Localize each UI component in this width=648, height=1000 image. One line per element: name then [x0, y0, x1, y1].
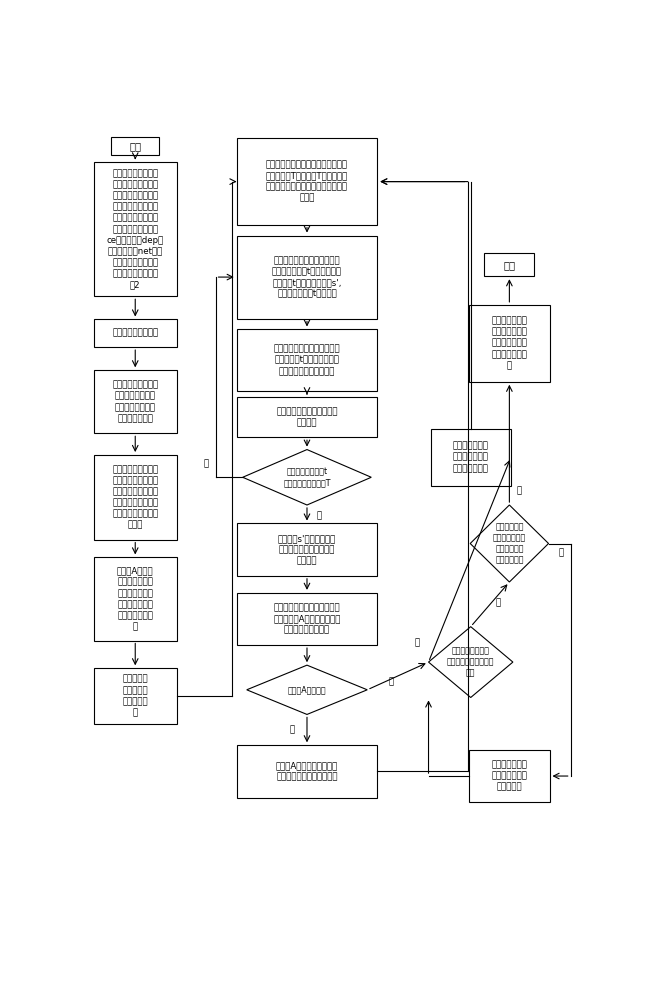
Text: 将新状态s'加入状态空间
树中，作为当前状态节点
的子节点: 将新状态s'加入状态空间 树中，作为当前状态节点 的子节点	[278, 534, 336, 565]
FancyBboxPatch shape	[469, 750, 550, 802]
FancyBboxPatch shape	[237, 593, 377, 645]
Text: 构建状态自动机模型: 构建状态自动机模型	[112, 329, 158, 338]
Text: 是: 是	[317, 511, 322, 520]
FancyBboxPatch shape	[237, 235, 377, 319]
Text: 否: 否	[559, 548, 564, 557]
Text: 列出控制器局域网协
议中的状态及状态间
的转移条件，并根据
其的特点定义出该协
议中局部转移间的关
系，包括可达性关系
ce、依赖关系dep和
必要转移关系ne: 列出控制器局域网协 议中的状态及状态间 的转移条件，并根据 其的特点定义出该协 …	[107, 169, 164, 289]
FancyBboxPatch shape	[94, 557, 177, 641]
FancyBboxPatch shape	[94, 319, 177, 347]
FancyBboxPatch shape	[94, 162, 177, 296]
Text: 否: 否	[496, 598, 501, 607]
FancyBboxPatch shape	[430, 429, 511, 486]
Text: 将未曾在状态空间树中出现的
状态压入栈A，将已经出现过
的状态标记为已访问: 将未曾在状态空间树中出现的 状态压入栈A，将已经出现过 的状态标记为已访问	[273, 603, 341, 635]
Text: 以当前状态节点
的父节点作为当
前状态节点: 以当前状态节点 的父节点作为当 前状态节点	[491, 760, 527, 792]
FancyBboxPatch shape	[94, 668, 177, 724]
Polygon shape	[243, 450, 371, 505]
Text: 以一个未被访问
的兄弟节点的状
态作为当前状态: 以一个未被访问 的兄弟节点的状 态作为当前状态	[453, 442, 489, 473]
FancyBboxPatch shape	[237, 523, 377, 576]
FancyBboxPatch shape	[469, 305, 550, 382]
Text: 否: 否	[290, 725, 294, 734]
Text: 是: 是	[415, 638, 420, 647]
FancyBboxPatch shape	[237, 329, 377, 391]
Text: 判断栈A是否为空: 判断栈A是否为空	[288, 685, 327, 694]
Text: 判断当前状态
节点的父节点或
当前状态节点
是否是根节点: 判断当前状态 节点的父节点或 当前状态节点 是否是根节点	[492, 522, 526, 565]
Polygon shape	[470, 505, 549, 582]
Text: 判断当前状态节点
是否有未被访问的兄弟
节点: 判断当前状态节点 是否有未被访问的兄弟 节点	[447, 646, 494, 678]
Polygon shape	[428, 627, 513, 698]
FancyBboxPatch shape	[111, 137, 159, 155]
Polygon shape	[247, 665, 367, 714]
Text: 用深度优先搜索
算法遍历状态空
间树，判断是否
符合待验证的性
质: 用深度优先搜索 算法遍历状态空 间树，判断是否 符合待验证的性 质	[491, 317, 527, 370]
FancyBboxPatch shape	[237, 745, 377, 798]
Text: 否: 否	[204, 459, 209, 468]
Text: 依据前述关系的定义，确定当
前转移条件t与其局部范围内
的其他转移条件间的关系: 依据前述关系的定义，确定当 前转移条件t与其局部范围内 的其他转移条件间的关系	[273, 345, 340, 376]
FancyBboxPatch shape	[94, 455, 177, 540]
Text: 结束: 结束	[503, 260, 515, 270]
FancyBboxPatch shape	[237, 397, 377, 437]
FancyBboxPatch shape	[237, 138, 377, 225]
Text: 将当前状态
作为状态空
间树的根节
点: 将当前状态 作为状态空 间树的根节 点	[122, 675, 148, 717]
Text: 是: 是	[389, 678, 394, 687]
FancyBboxPatch shape	[484, 253, 535, 276]
Text: 选定任意一种局部偏序规约
内部算法: 选定任意一种局部偏序规约 内部算法	[276, 407, 338, 427]
Text: 是: 是	[517, 487, 522, 496]
Text: 选择待验证性质中未访问的一
条状态转移条件t，当前状态由
转移条件t生成一个新状态s',
并标记转移条件t为已访问: 选择待验证性质中未访问的一 条状态转移条件t，当前状态由 转移条件t生成一个新状…	[272, 256, 342, 298]
Text: 建立栈A，初始
化为空，该栈用
于保存状态空间
树上未访问的节
点，避免重复判
断: 建立栈A，初始 化为空，该栈用 于保存状态空间 树上未访问的节 点，避免重复判 …	[117, 567, 154, 631]
FancyBboxPatch shape	[94, 370, 177, 433]
Text: 取出栈A的栈顶节点，用该
节点中的状态作为当前状态: 取出栈A的栈顶节点，用该 节点中的状态作为当前状态	[276, 761, 338, 781]
Text: 构建状态空间树，初
始化为空，树中每个
节点都是一个待验证
的状态，该树用于记
录经规约后仍需验证
的状态: 构建状态空间树，初 始化为空，树中每个 节点都是一个待验证 的状态，该树用于记 …	[112, 465, 158, 530]
Text: 标记当前状态为已访问，并建立该状
态的顽固集T，初始化T为空，顽固
集是某一状态必须执行的转移条件的
集合。: 标记当前状态为已访问，并建立该状 态的顽固集T，初始化T为空，顽固 集是某一状态…	[266, 160, 348, 203]
Text: 判断当前转移条件t
是否可以加入顽固集T: 判断当前转移条件t 是否可以加入顽固集T	[283, 467, 330, 487]
Text: 开始: 开始	[129, 141, 141, 151]
Text: 选定待验证的性质，
并从该性质涉及的
状态中任选一个状
态作为当前状态: 选定待验证的性质， 并从该性质涉及的 状态中任选一个状 态作为当前状态	[112, 381, 158, 423]
